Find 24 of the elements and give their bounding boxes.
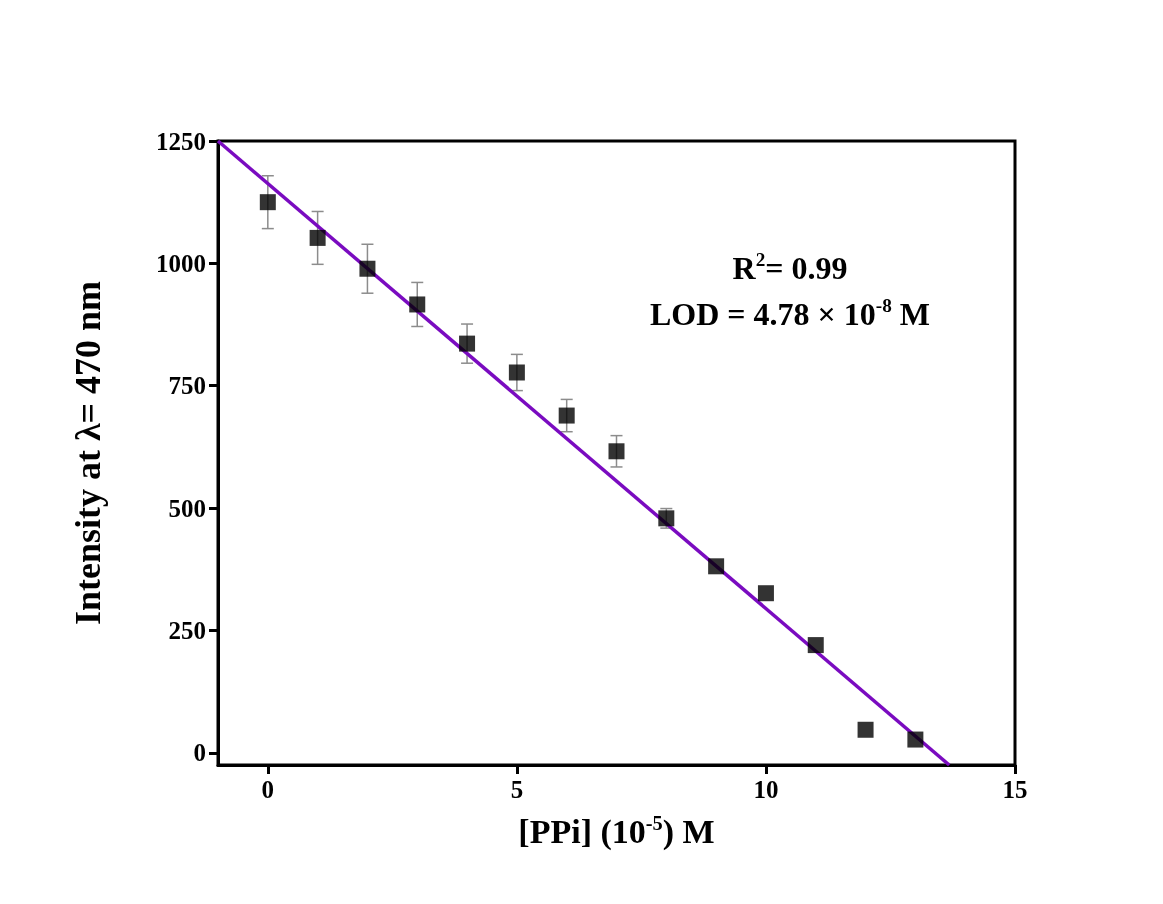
- point: [508, 364, 525, 381]
- point: [857, 721, 874, 738]
- x-tick-label: 0: [261, 776, 275, 803]
- point: [558, 407, 575, 424]
- y-axis-title: Intensity at λ= 470 nm: [68, 280, 108, 626]
- y-tick-label: 250: [168, 616, 206, 644]
- point: [459, 335, 476, 352]
- y-tick-label: 1250: [156, 127, 206, 155]
- point: [309, 229, 326, 246]
- y-tick-label: 500: [168, 494, 206, 522]
- point: [409, 296, 426, 313]
- y-tick-label: 750: [168, 372, 206, 400]
- x-tick-label: 10: [753, 776, 779, 803]
- point: [807, 637, 824, 654]
- x-tick-label: 5: [510, 776, 524, 803]
- y-tick-label: 1000: [156, 249, 206, 277]
- y-tick-label: 0: [193, 739, 206, 767]
- point: [757, 585, 774, 602]
- point: [359, 260, 376, 277]
- point: [708, 558, 725, 575]
- point: [259, 194, 276, 211]
- x-tick-label: 15: [1002, 776, 1028, 803]
- point: [907, 731, 924, 748]
- point: [608, 443, 625, 460]
